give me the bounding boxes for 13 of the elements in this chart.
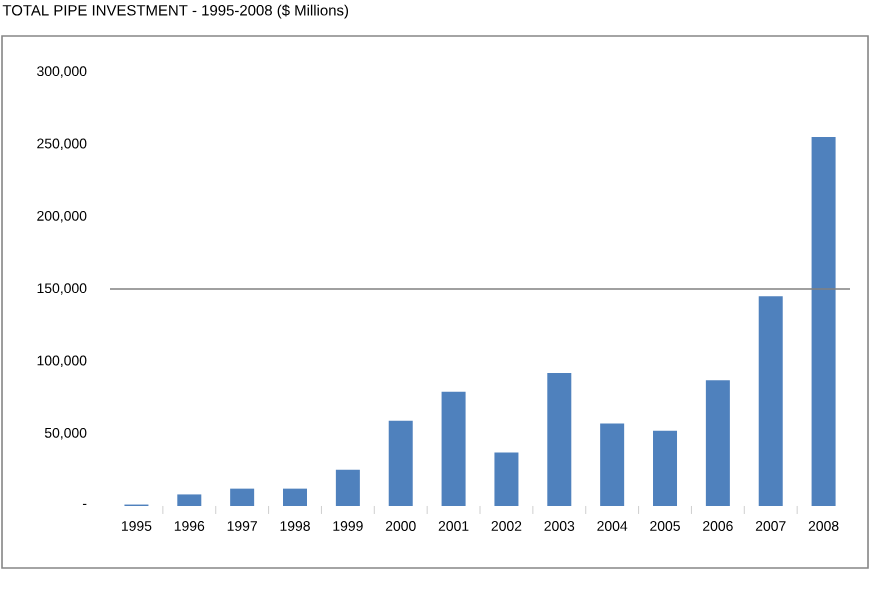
bar bbox=[758, 296, 783, 506]
bar bbox=[600, 423, 625, 506]
bar bbox=[705, 380, 730, 506]
bar bbox=[388, 420, 413, 506]
bar bbox=[335, 469, 360, 506]
bar bbox=[441, 391, 466, 506]
bar bbox=[283, 488, 308, 506]
bar bbox=[494, 452, 519, 506]
bar bbox=[653, 430, 678, 506]
bar bbox=[177, 494, 202, 506]
bar bbox=[230, 488, 255, 506]
bar bbox=[811, 137, 836, 506]
bar bbox=[547, 372, 572, 506]
